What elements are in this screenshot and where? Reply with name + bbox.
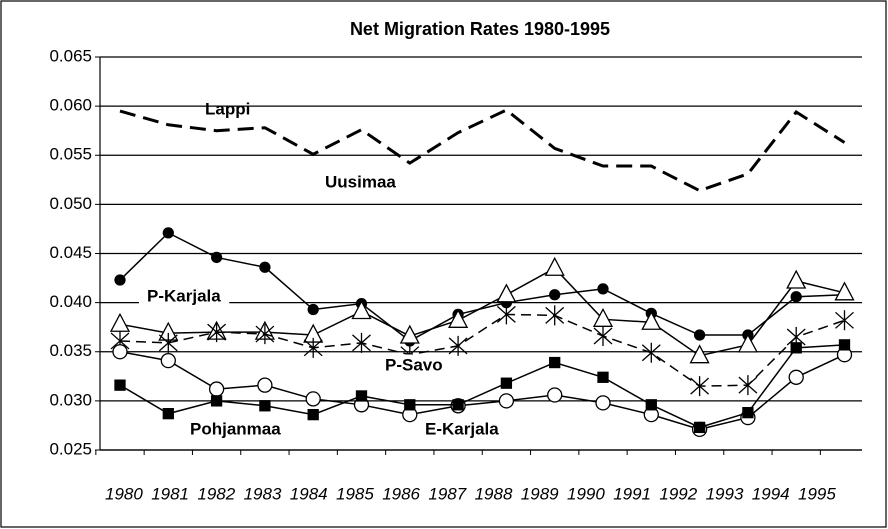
marker xyxy=(645,399,657,411)
series-line xyxy=(119,344,845,429)
x-tick-label: 1990 xyxy=(567,484,605,503)
x-tick-label: 1986 xyxy=(382,484,420,503)
marker xyxy=(210,395,223,407)
marker xyxy=(737,333,758,353)
y-tick-label: 0.025 xyxy=(49,439,92,458)
x-tick-label: 1985 xyxy=(336,484,374,503)
marker xyxy=(355,390,368,402)
marker xyxy=(544,256,565,276)
x-tick-label: 1989 xyxy=(521,484,559,503)
x-tick-label: 1991 xyxy=(613,484,651,503)
series-label: P-Savo xyxy=(385,355,443,374)
marker xyxy=(162,227,174,239)
x-tick-label: 1980 xyxy=(105,484,143,503)
marker xyxy=(448,308,469,328)
marker xyxy=(597,371,609,383)
x-tick-label: 1984 xyxy=(290,484,328,503)
marker xyxy=(162,407,174,420)
marker xyxy=(158,332,178,353)
marker xyxy=(305,391,321,407)
marker xyxy=(790,291,802,303)
x-tick-label: 1995 xyxy=(798,484,836,503)
marker xyxy=(693,329,706,341)
series-label: E-Karjala xyxy=(425,419,499,438)
marker xyxy=(210,251,223,264)
marker xyxy=(838,339,851,351)
marker xyxy=(259,400,271,412)
marker xyxy=(738,375,758,396)
marker xyxy=(259,261,271,273)
chart-title: Net Migration Rates 1980-1995 xyxy=(350,19,610,39)
series-line xyxy=(119,108,846,193)
x-tick-label: 1981 xyxy=(151,484,189,503)
marker xyxy=(307,408,319,421)
y-tick-label: 0.060 xyxy=(49,96,92,115)
marker xyxy=(160,352,176,369)
marker xyxy=(788,369,804,385)
marker xyxy=(641,342,661,363)
marker xyxy=(452,399,464,411)
marker xyxy=(255,324,275,345)
marker xyxy=(834,281,855,301)
marker xyxy=(352,332,371,353)
marker xyxy=(742,407,754,419)
series-label: Uusimaa xyxy=(325,172,396,191)
series-label: P-Karjala xyxy=(147,286,221,305)
x-tick-label: 1988 xyxy=(475,484,513,503)
marker xyxy=(112,344,128,360)
marker xyxy=(448,335,468,356)
marker xyxy=(790,342,802,354)
series-line xyxy=(119,267,845,357)
marker xyxy=(641,310,662,330)
marker xyxy=(114,379,126,391)
marker xyxy=(496,304,516,325)
marker xyxy=(835,310,854,331)
y-tick-label: 0.045 xyxy=(49,243,92,262)
marker xyxy=(786,269,807,289)
series-label: Lappi xyxy=(205,99,250,118)
y-tick-label: 0.050 xyxy=(49,194,92,213)
x-tick-label: 1987 xyxy=(428,484,466,503)
marker xyxy=(593,326,613,347)
marker xyxy=(689,344,710,364)
marker xyxy=(547,387,563,403)
marker xyxy=(351,300,372,320)
x-tick-label: 1992 xyxy=(659,484,697,503)
marker xyxy=(399,324,420,344)
marker xyxy=(303,337,323,358)
y-tick-label: 0.055 xyxy=(49,145,92,164)
y-tick-label: 0.065 xyxy=(49,46,92,65)
marker xyxy=(498,393,515,409)
series-line xyxy=(119,351,845,431)
marker xyxy=(549,356,561,369)
marker xyxy=(595,395,611,411)
marker xyxy=(545,305,565,326)
series-line xyxy=(119,313,845,387)
y-tick-label: 0.035 xyxy=(49,341,92,360)
marker xyxy=(690,376,710,397)
x-tick-label: 1983 xyxy=(244,484,282,503)
x-tick-label: 1993 xyxy=(706,484,744,503)
series-line xyxy=(119,231,845,342)
marker xyxy=(404,399,416,411)
y-tick-label: 0.030 xyxy=(49,390,92,409)
marker xyxy=(549,289,561,301)
x-tick-label: 1982 xyxy=(197,484,235,503)
marker xyxy=(307,303,319,316)
label-background xyxy=(139,285,230,307)
marker xyxy=(257,377,273,393)
marker xyxy=(693,421,706,434)
marker xyxy=(208,381,225,397)
y-tick-label: 0.040 xyxy=(49,292,92,311)
marker xyxy=(207,322,227,343)
marker xyxy=(496,283,517,303)
series-label: Pohjanmaa xyxy=(190,419,281,438)
marker xyxy=(597,283,609,295)
marker xyxy=(500,377,513,389)
marker xyxy=(114,274,126,286)
label-background xyxy=(377,354,451,376)
x-tick-label: 1994 xyxy=(752,484,790,503)
